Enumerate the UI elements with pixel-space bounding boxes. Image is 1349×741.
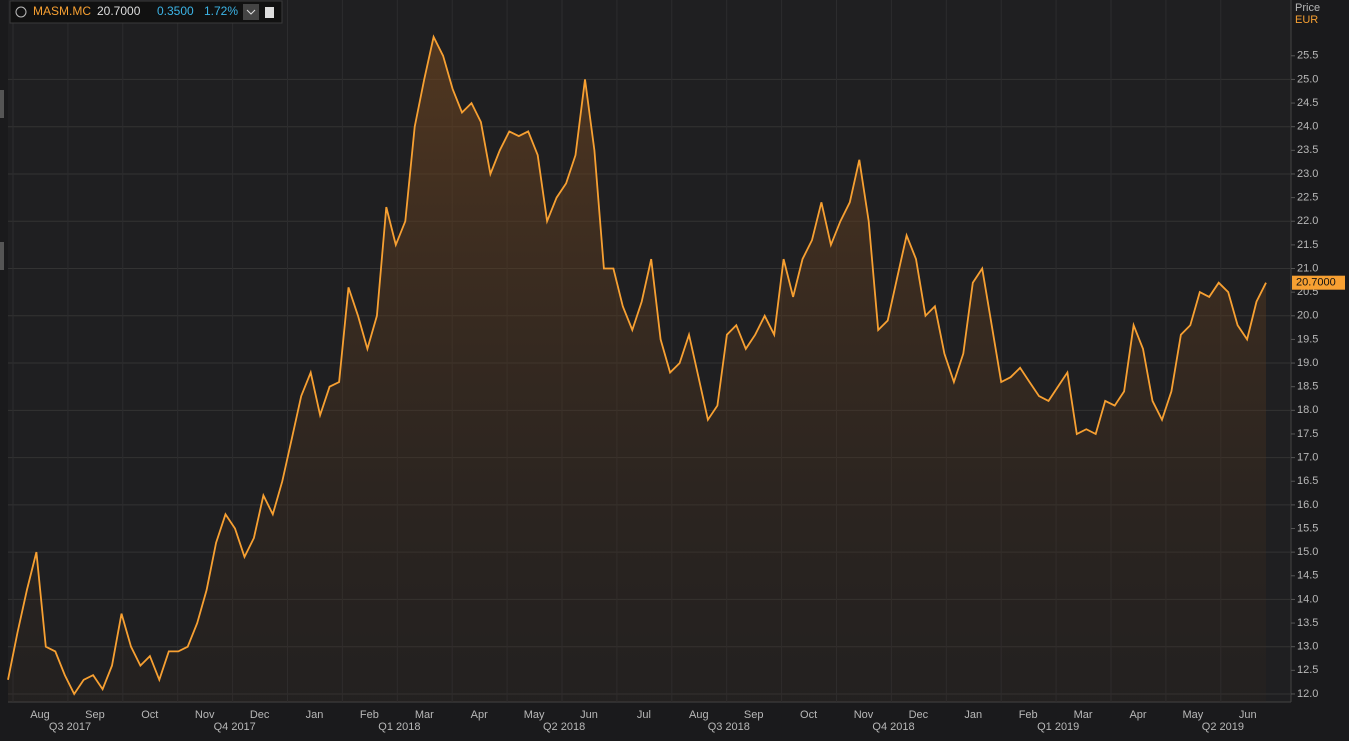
y-tick-label: 22.0 (1297, 215, 1318, 227)
x-tick-label: Aug (30, 709, 50, 721)
quarter-label: Q4 2017 (214, 721, 256, 733)
x-tick-label: Jan (964, 709, 982, 721)
y-tick-label: 13.5 (1297, 617, 1318, 629)
header-box (9, 0, 283, 24)
x-tick-label: Apr (471, 709, 488, 721)
x-tick-label: May (524, 709, 545, 721)
y-tick-label: 25.5 (1297, 50, 1318, 62)
y-tick-label: 13.0 (1297, 641, 1318, 653)
y-axis-label: Price (1295, 2, 1320, 14)
change-pct: 1.72% (204, 4, 238, 18)
x-tick-label: Aug (689, 709, 709, 721)
y-tick-label: 24.5 (1297, 97, 1318, 109)
change: 0.3500 (157, 4, 194, 18)
y-tick-label: 24.0 (1297, 121, 1318, 133)
y-tick-label: 16.0 (1297, 499, 1318, 511)
quarter-label: Q1 2018 (378, 721, 420, 733)
quarter-label: Q2 2018 (543, 721, 585, 733)
x-tick-label: Jan (306, 709, 324, 721)
last-price-tag (1292, 275, 1345, 290)
y-tick-label: 19.0 (1297, 357, 1318, 369)
quarter-label: Q2 2019 (1202, 721, 1244, 733)
quarter-label: Q3 2017 (49, 721, 91, 733)
side-handle (0, 242, 4, 270)
y-tick-label: 14.5 (1297, 570, 1318, 582)
x-tick-label: Feb (360, 709, 379, 721)
y-tick-label: 23.5 (1297, 144, 1318, 156)
x-tick-label: May (1183, 709, 1204, 721)
x-tick-label: Dec (909, 709, 929, 721)
x-tick-label: Jun (580, 709, 598, 721)
x-tick-label: Jul (637, 709, 651, 721)
y-tick-label: 18.5 (1297, 381, 1318, 393)
side-handle (0, 90, 4, 118)
quarter-label: Q1 2019 (1037, 721, 1079, 733)
y-tick-label: 21.5 (1297, 239, 1318, 251)
symbol: MASM.MC (33, 4, 91, 18)
y-tick-label: 14.0 (1297, 593, 1318, 605)
x-tick-label: Jun (1239, 709, 1257, 721)
y-tick-label: 15.5 (1297, 522, 1318, 534)
area (8, 36, 1266, 702)
price-line (7, 34, 1267, 696)
y-tick-label: 17.5 (1297, 428, 1318, 440)
y-tick-label: 22.5 (1297, 192, 1318, 204)
clock-icon (15, 6, 27, 18)
dropdown-button[interactable] (243, 4, 259, 20)
x-tick-label: Mar (1074, 709, 1093, 721)
y-tick-label: 15.0 (1297, 546, 1318, 558)
x-tick-label: Nov (854, 709, 874, 721)
y-tick-label: 20.0 (1297, 310, 1318, 322)
y-tick-label: 25.0 (1297, 73, 1318, 85)
y-tick-label: 19.5 (1297, 333, 1318, 345)
header: MASM.MC 20.7000 0.3500 1.72% (9, 0, 283, 24)
y-tick-label: 18.0 (1297, 404, 1318, 416)
x-tick-label: Nov (195, 709, 215, 721)
x-tick-label: Dec (250, 709, 270, 721)
x-tick-label: Sep (85, 709, 105, 721)
y-tick-label: 12.5 (1297, 664, 1318, 676)
y-tick-label: 16.5 (1297, 475, 1318, 487)
x-tick-label: Oct (800, 709, 817, 721)
y-tick-label: 23.0 (1297, 168, 1318, 180)
y-axis-unit: EUR (1295, 14, 1318, 26)
x-tick-label: Apr (1129, 709, 1146, 721)
x-tick-label: Oct (141, 709, 158, 721)
y-tick-label: 17.0 (1297, 452, 1318, 464)
delete-button[interactable] (265, 7, 274, 18)
quarter-label: Q3 2018 (708, 721, 750, 733)
y-tick-label: 12.0 (1297, 688, 1318, 700)
x-tick-label: Sep (744, 709, 764, 721)
quarter-label: Q4 2018 (872, 721, 914, 733)
x-tick-label: Mar (415, 709, 434, 721)
dropdown-icon (246, 9, 256, 15)
last-price-label: 20.7000 (1296, 277, 1336, 289)
x-tick-label: Feb (1019, 709, 1038, 721)
y-tick-label: 21.0 (1297, 262, 1318, 274)
price: 20.7000 (97, 4, 141, 18)
